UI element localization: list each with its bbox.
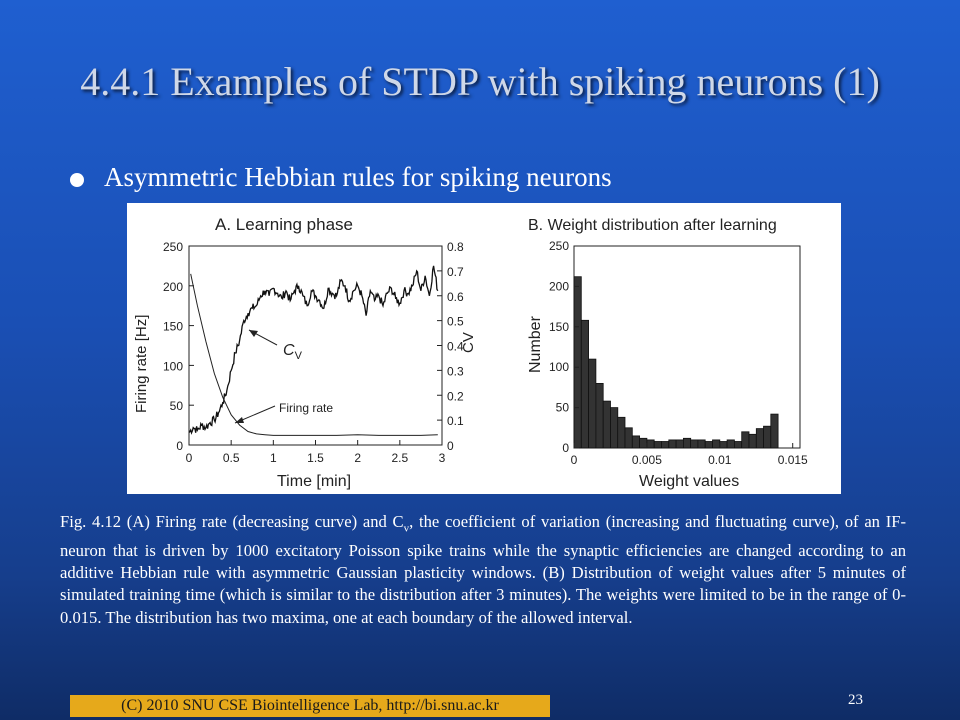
chart-b-bar <box>661 441 670 449</box>
chart-b-bar <box>690 439 699 449</box>
chart-b-bar <box>763 425 772 449</box>
chart-b-bar <box>748 433 757 449</box>
caption-subscript: v <box>403 522 410 535</box>
chart-b-xtick-label: 0.005 <box>632 453 662 467</box>
footer-credit: (C) 2010 SNU CSE Biointelligence Lab, ht… <box>70 695 550 717</box>
cv-annotation: CV <box>283 342 303 362</box>
chart-a-xtick-label: 2.5 <box>391 451 408 465</box>
chart-a-ytick-label: 100 <box>163 359 183 373</box>
chart-a-y2tick-label: 0 <box>447 439 454 453</box>
chart-b-bar <box>617 416 626 449</box>
chart-a-y2tick-label: 0.4 <box>447 340 464 354</box>
chart-b-xtick-label: 0 <box>571 453 578 467</box>
chart-b-bar <box>734 441 743 449</box>
chart-a-y2label-text: CV <box>460 332 477 353</box>
chart-b-bar <box>653 441 662 449</box>
slide-title: 4.4.1 Examples of STDP with spiking neur… <box>80 59 880 104</box>
firing-arrow-head-icon <box>235 417 244 423</box>
cv-line <box>188 265 439 435</box>
cv-annotation-main: C <box>283 342 295 359</box>
chart-b-bar <box>741 431 750 449</box>
chart-b-bar <box>610 407 619 449</box>
chart-b-ytick-label: 250 <box>549 239 569 253</box>
chart-b-bar <box>712 439 721 449</box>
chart-a-xtick-label: 1.5 <box>307 451 324 465</box>
chart-b-bar <box>588 358 597 449</box>
chart-b-bar <box>668 439 677 449</box>
chart-b-bar <box>683 437 692 449</box>
cv-annotation-sub: V <box>295 350 303 362</box>
chart-b-ytick-label: 0 <box>562 441 569 455</box>
chart-a-frame <box>188 245 443 446</box>
chart-a: A. Learning phase 0 50 100 150 200 250 0 0.1 0.… <box>133 215 477 490</box>
chart-a-xtick-label: 3 <box>439 451 446 465</box>
chart-b-bar <box>770 413 779 449</box>
figure-caption: Fig. 4.12 (A) Firing rate (decreasing cu… <box>60 511 906 629</box>
chart-a-xtick-label: 1 <box>270 451 277 465</box>
chart-a-ytick-label: 0 <box>176 439 183 453</box>
chart-a-y2label: CV <box>460 332 477 353</box>
chart-b-ytick-label: 50 <box>556 401 570 415</box>
chart-a-y2tick-label: 0.2 <box>447 389 464 403</box>
figure: A. Learning phase 0 50 100 150 200 250 0 0.1 0.… <box>127 203 841 494</box>
chart-b-bar <box>719 441 728 449</box>
caption-part1: Fig. 4.12 (A) Firing rate (decreasing cu… <box>60 512 404 531</box>
chart-b-xtick-label: 0.015 <box>778 453 808 467</box>
bullet-text: Asymmetric Hebbian rules for spiking neu… <box>104 162 612 192</box>
chart-b-bar <box>726 439 735 449</box>
chart-b: B. Weight distribution after learning 0 5… <box>527 217 808 490</box>
chart-b-bar <box>580 319 589 449</box>
caption-paragraph: Fig. 4.12 (A) Firing rate (decreasing cu… <box>60 511 906 629</box>
chart-b-bar <box>675 439 684 449</box>
chart-b-ytick-label: 200 <box>549 279 569 293</box>
chart-b-bar <box>639 437 648 449</box>
chart-b-ylabel: Number <box>527 315 544 373</box>
chart-a-xtick-label: 0.5 <box>223 451 240 465</box>
chart-a-ytick-label: 200 <box>163 280 183 294</box>
chart-a-xtick-label: 0 <box>186 451 193 465</box>
page-number: 23 <box>848 692 863 708</box>
caption-part2: , the coefficient of variation (increasi… <box>60 512 907 627</box>
firing-annotation: Firing rate <box>279 401 333 415</box>
chart-a-xtick-label: 2 <box>354 451 361 465</box>
chart-a-y2tick-label: 0.6 <box>447 290 464 304</box>
chart-b-xlabel: Weight values <box>639 473 739 490</box>
chart-a-y2tick-label: 0.7 <box>447 265 464 279</box>
chart-a-y2tick-label: 0.3 <box>447 364 464 378</box>
chart-b-bar <box>697 439 706 449</box>
chart-b-bar <box>624 427 633 449</box>
chart-a-title: A. Learning phase <box>215 215 353 234</box>
chart-b-bar <box>573 276 582 449</box>
chart-a-y2tick-label: 0.1 <box>447 414 464 428</box>
chart-b-title: B. Weight distribution after learning <box>528 217 777 234</box>
chart-b-bar <box>646 439 655 449</box>
chart-b-bar <box>602 400 611 449</box>
chart-a-ytick-label: 150 <box>163 320 183 334</box>
chart-b-bar <box>704 441 713 449</box>
chart-a-y2tick-label: 0.5 <box>447 315 464 329</box>
chart-b-bar <box>595 382 604 449</box>
chart-a-ylabel: Firing rate [Hz] <box>133 315 150 413</box>
chart-b-bar <box>631 435 640 449</box>
chart-b-xtick-label: 0.01 <box>708 453 732 467</box>
firing-rate-line <box>190 273 438 436</box>
cv-arrow-head-icon <box>249 330 258 337</box>
chart-b-ytick-label: 100 <box>549 360 569 374</box>
chart-a-y2tick-label: 0.8 <box>447 240 464 254</box>
chart-a-xlabel: Time [min] <box>277 473 351 490</box>
bullet-dot-icon <box>70 173 84 187</box>
chart-b-bar <box>755 428 764 449</box>
chart-a-ytick-label: 250 <box>163 240 183 254</box>
chart-b-ytick-label: 150 <box>549 320 569 334</box>
chart-a-ytick-label: 50 <box>170 399 184 413</box>
